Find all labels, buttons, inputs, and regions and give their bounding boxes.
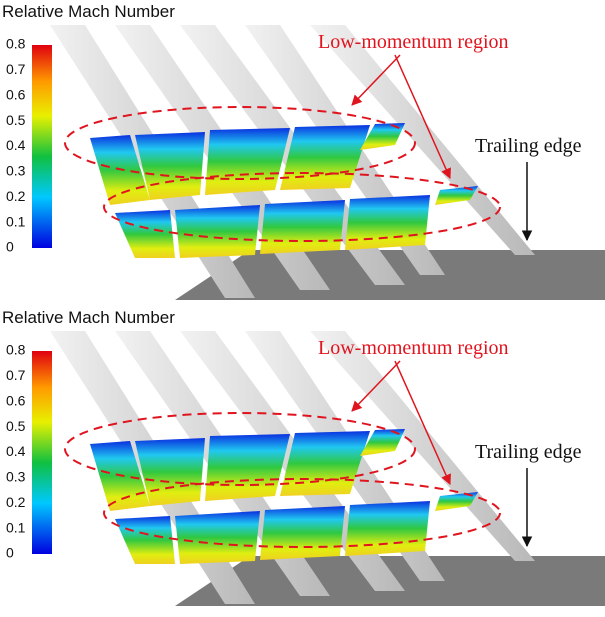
colorbar-tick-label: 0.3 [6, 469, 26, 485]
colorbar-tick-label: 0.7 [6, 61, 26, 77]
figure: Relative Mach Number 0.8 0.7 0.6 0.5 0.4 0.3 0.… [0, 0, 605, 617]
scene-bottom [32, 331, 605, 606]
colorbar-tick-label: 0.7 [6, 367, 26, 383]
annotation-trailing-edge: Trailing edge [475, 441, 582, 463]
colorbar-tick-label: 0.2 [6, 188, 26, 204]
colorbar-tick-label: 0.6 [6, 392, 26, 408]
colorbar-tick-label: 0.6 [6, 86, 26, 102]
annotation-trailing-edge: Trailing edge [475, 135, 582, 157]
colorbar-tick-label: 0.4 [6, 443, 26, 459]
annotation-low-momentum: Low-momentum region [318, 31, 509, 53]
colorbar-tick-label: 0.2 [6, 494, 26, 510]
colorbar-tick-label: 0.1 [6, 519, 26, 535]
annotation-low-momentum: Low-momentum region [318, 337, 509, 359]
colorbar-tick-label: 0 [6, 239, 14, 255]
colorbar-tick-label: 0.8 [6, 36, 26, 52]
colorbar-tick-label: 0.3 [6, 163, 26, 179]
colorbar-tick-label: 0.4 [6, 137, 26, 153]
scene-top [32, 25, 605, 300]
colorbar-title: Relative Mach Number [2, 2, 175, 21]
colorbar-tick-label: 0 [6, 545, 14, 561]
colorbar-title: Relative Mach Number [2, 308, 175, 327]
colorbar-tick-label: 0.8 [6, 342, 26, 358]
colorbar-tick-label: 0.5 [6, 418, 26, 434]
colorbar-tick-label: 0.1 [6, 213, 26, 229]
colorbar-tick-label: 0.5 [6, 112, 26, 128]
